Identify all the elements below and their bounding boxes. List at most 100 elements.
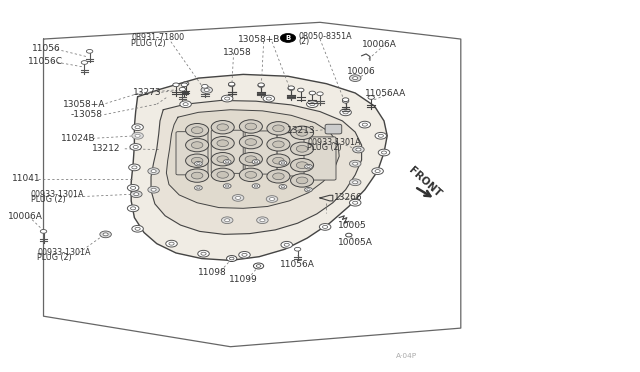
Circle shape: [353, 181, 358, 184]
Circle shape: [132, 132, 143, 139]
Circle shape: [242, 253, 247, 256]
Text: 11056: 11056: [32, 44, 61, 53]
Circle shape: [195, 186, 202, 190]
Text: 00933-1301A: 00933-1301A: [307, 138, 361, 147]
Circle shape: [307, 166, 310, 168]
Text: 08050-8351A: 08050-8351A: [298, 32, 352, 41]
Circle shape: [166, 240, 177, 247]
Circle shape: [280, 33, 296, 42]
Circle shape: [228, 83, 235, 87]
Polygon shape: [131, 74, 387, 260]
Polygon shape: [166, 110, 339, 208]
Circle shape: [223, 184, 231, 188]
Circle shape: [291, 126, 314, 140]
Circle shape: [346, 233, 352, 237]
Circle shape: [349, 179, 361, 186]
Circle shape: [375, 132, 387, 139]
Text: 13058+B: 13058+B: [238, 35, 280, 44]
Circle shape: [258, 84, 264, 87]
Circle shape: [225, 161, 229, 163]
Circle shape: [307, 101, 318, 108]
Circle shape: [267, 122, 290, 135]
Circle shape: [223, 160, 231, 164]
Circle shape: [201, 252, 206, 255]
Circle shape: [305, 187, 312, 192]
Circle shape: [225, 97, 230, 100]
Text: A·04P: A·04P: [396, 353, 417, 359]
Circle shape: [296, 177, 308, 184]
Circle shape: [180, 101, 191, 108]
Circle shape: [266, 196, 278, 202]
Text: 11098: 11098: [198, 268, 227, 277]
Text: 11056A: 11056A: [280, 260, 315, 269]
Circle shape: [291, 158, 314, 172]
Text: PLUG (2): PLUG (2): [37, 253, 72, 262]
Circle shape: [353, 162, 358, 165]
Circle shape: [267, 138, 290, 151]
Circle shape: [191, 127, 203, 134]
Circle shape: [225, 219, 230, 222]
Circle shape: [372, 168, 383, 174]
Circle shape: [256, 264, 261, 267]
Circle shape: [131, 207, 136, 210]
Circle shape: [186, 169, 209, 182]
Text: 11099: 11099: [229, 275, 258, 284]
Polygon shape: [151, 100, 362, 234]
Text: 08931-71800: 08931-71800: [131, 33, 184, 42]
Circle shape: [368, 96, 374, 99]
Circle shape: [239, 135, 262, 149]
Circle shape: [236, 196, 241, 199]
Circle shape: [169, 242, 174, 245]
Circle shape: [281, 186, 285, 188]
Text: 13212: 13212: [92, 144, 120, 153]
Circle shape: [317, 92, 323, 96]
Text: 11024B: 11024B: [61, 134, 95, 143]
Circle shape: [381, 151, 387, 154]
Circle shape: [179, 87, 186, 91]
Text: 10005: 10005: [338, 221, 367, 230]
Circle shape: [263, 95, 275, 102]
Circle shape: [132, 225, 143, 232]
Circle shape: [133, 145, 138, 148]
Circle shape: [309, 91, 316, 95]
Circle shape: [127, 205, 139, 212]
Circle shape: [211, 121, 234, 134]
Text: (2): (2): [298, 37, 310, 46]
FancyBboxPatch shape: [211, 130, 243, 173]
Circle shape: [254, 185, 258, 187]
Circle shape: [232, 195, 244, 201]
Circle shape: [245, 171, 257, 178]
Circle shape: [254, 161, 258, 163]
Circle shape: [284, 243, 289, 246]
Text: B: B: [285, 35, 291, 41]
Circle shape: [253, 263, 264, 269]
Circle shape: [281, 241, 292, 248]
Circle shape: [131, 186, 136, 189]
Circle shape: [296, 162, 308, 169]
Circle shape: [305, 164, 312, 169]
Text: 11056C: 11056C: [28, 57, 63, 66]
Circle shape: [307, 189, 310, 191]
Circle shape: [279, 185, 287, 189]
Circle shape: [227, 256, 237, 262]
Circle shape: [195, 161, 202, 166]
Text: PLUG (2): PLUG (2): [31, 195, 65, 204]
Circle shape: [196, 163, 200, 165]
Circle shape: [260, 219, 265, 222]
Circle shape: [211, 137, 234, 150]
Circle shape: [273, 173, 284, 180]
Circle shape: [273, 125, 284, 132]
Circle shape: [291, 142, 314, 155]
Text: 11041: 11041: [12, 174, 40, 183]
Circle shape: [342, 99, 349, 103]
Text: 13058: 13058: [223, 48, 252, 57]
Circle shape: [86, 49, 93, 53]
Circle shape: [239, 120, 262, 133]
Circle shape: [362, 123, 367, 126]
Circle shape: [266, 97, 271, 100]
Text: FRONT: FRONT: [406, 165, 443, 199]
Circle shape: [319, 224, 331, 230]
FancyBboxPatch shape: [325, 124, 342, 134]
Circle shape: [296, 129, 308, 136]
Circle shape: [131, 191, 142, 198]
